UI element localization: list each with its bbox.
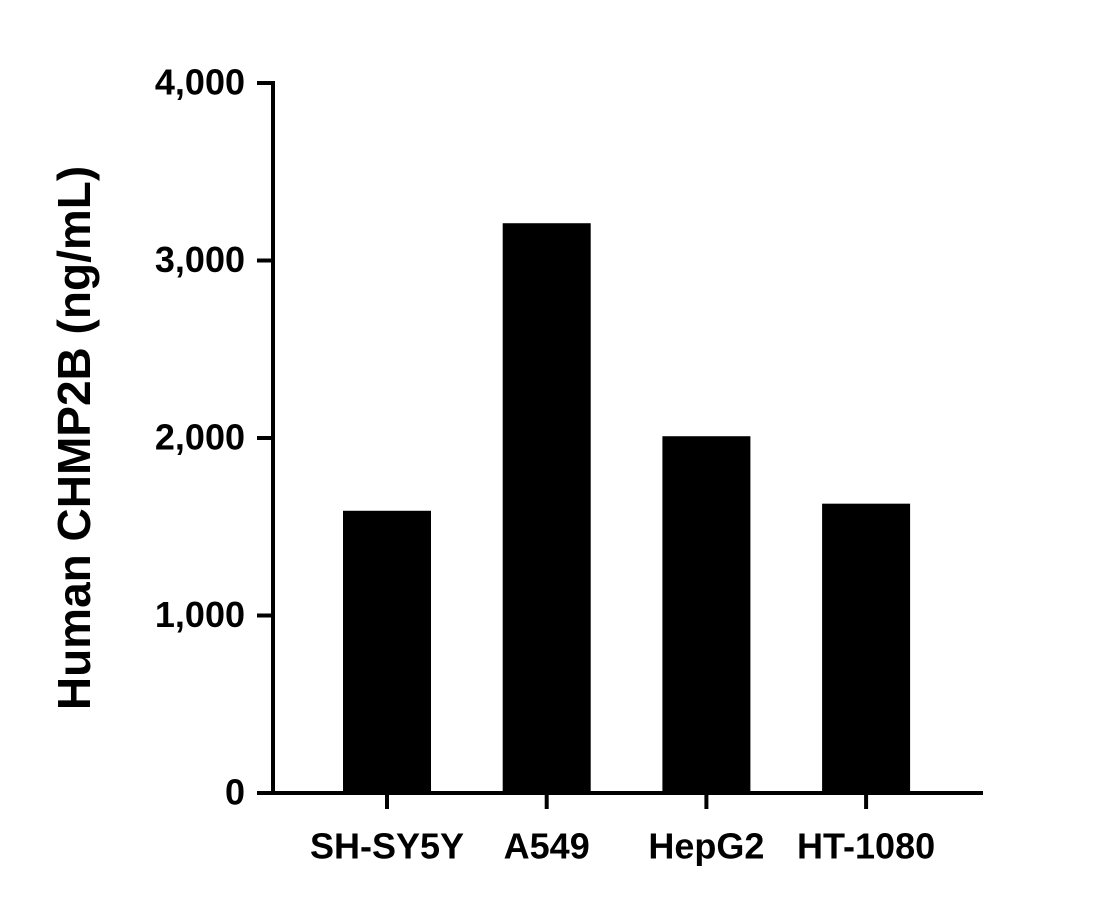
bar — [502, 223, 591, 794]
x-tick-label: SH-SY5Y — [310, 826, 464, 867]
x-tick-label: HepG2 — [648, 826, 764, 867]
y-tick-label: 4,000 — [155, 62, 245, 103]
y-tick-label: 1,000 — [155, 594, 245, 635]
bar — [822, 503, 911, 793]
bar — [343, 510, 431, 793]
x-tick-label: A549 — [504, 826, 590, 867]
bar — [662, 436, 751, 793]
y-tick-label: 2,000 — [155, 417, 245, 458]
y-tick-label: 3,000 — [155, 239, 245, 280]
y-tick-label: 0 — [225, 772, 245, 813]
x-tick-label: HT-1080 — [797, 826, 935, 867]
y-axis-title: Human CHMP2B (ng/mL) — [48, 166, 100, 710]
